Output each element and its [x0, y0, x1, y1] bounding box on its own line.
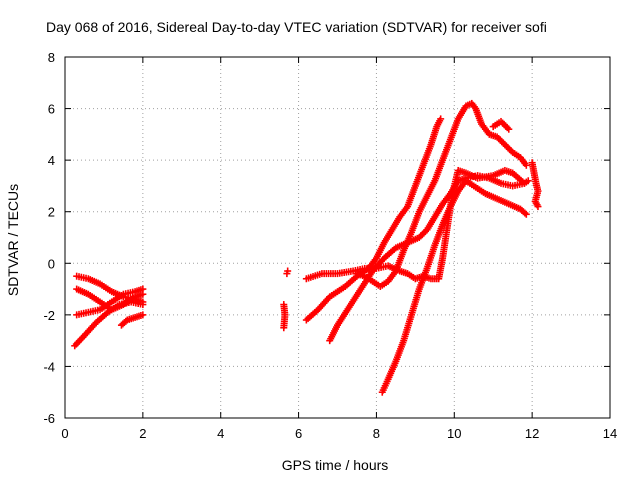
data-point	[139, 301, 147, 309]
plot-frame	[64, 56, 611, 419]
data-point	[534, 203, 542, 211]
y-axis-label: SDTVAR / TECUs	[5, 184, 21, 296]
data-point	[280, 324, 288, 332]
x-axis-label: GPS time / hours	[282, 457, 389, 473]
series-track-15	[528, 159, 542, 211]
x-tick-label: 8	[373, 426, 380, 441]
x-tick-label: 4	[217, 426, 224, 441]
data-point	[522, 161, 530, 169]
series-track-12	[378, 177, 530, 396]
y-tick-label: 4	[48, 153, 55, 168]
data-point	[505, 125, 513, 133]
data-point	[139, 285, 147, 293]
y-tick-label: 0	[48, 256, 55, 271]
data-point	[437, 115, 445, 123]
series-track-7	[280, 301, 289, 332]
y-tick-label: -4	[43, 359, 55, 374]
x-tick-label: 6	[295, 426, 302, 441]
series-track-9	[302, 115, 445, 324]
data-point	[521, 209, 529, 217]
x-tick-label: 12	[525, 426, 539, 441]
data-point	[520, 179, 528, 187]
data-point	[522, 210, 530, 218]
y-tick-label: 2	[48, 205, 55, 220]
data-points	[71, 99, 542, 396]
data-point	[524, 177, 532, 185]
x-tick-label: 2	[139, 426, 146, 441]
series-track-3	[73, 285, 147, 319]
x-tick-label: 0	[61, 426, 68, 441]
data-point	[139, 311, 147, 319]
y-tick-label: 8	[48, 50, 55, 65]
chart-title: Day 068 of 2016, Sidereal Day-to-day VTE…	[46, 19, 547, 35]
series-track-14	[489, 117, 513, 133]
series-track-5	[117, 311, 147, 329]
y-tick-label: -6	[43, 411, 55, 426]
grid	[65, 57, 610, 418]
data-point	[284, 267, 292, 275]
y-tick-label: -2	[43, 308, 55, 323]
x-tick-label: 14	[603, 426, 617, 441]
series-track-4	[71, 298, 147, 350]
series-track-6	[283, 267, 292, 278]
axis-ticks: 0 2 4 6 8 10 12 14 -6 -4 -2 0 2 4 6 8	[43, 50, 617, 441]
x-tick-label: 10	[447, 426, 461, 441]
series-track-13	[435, 166, 528, 283]
y-tick-label: 6	[48, 102, 55, 117]
